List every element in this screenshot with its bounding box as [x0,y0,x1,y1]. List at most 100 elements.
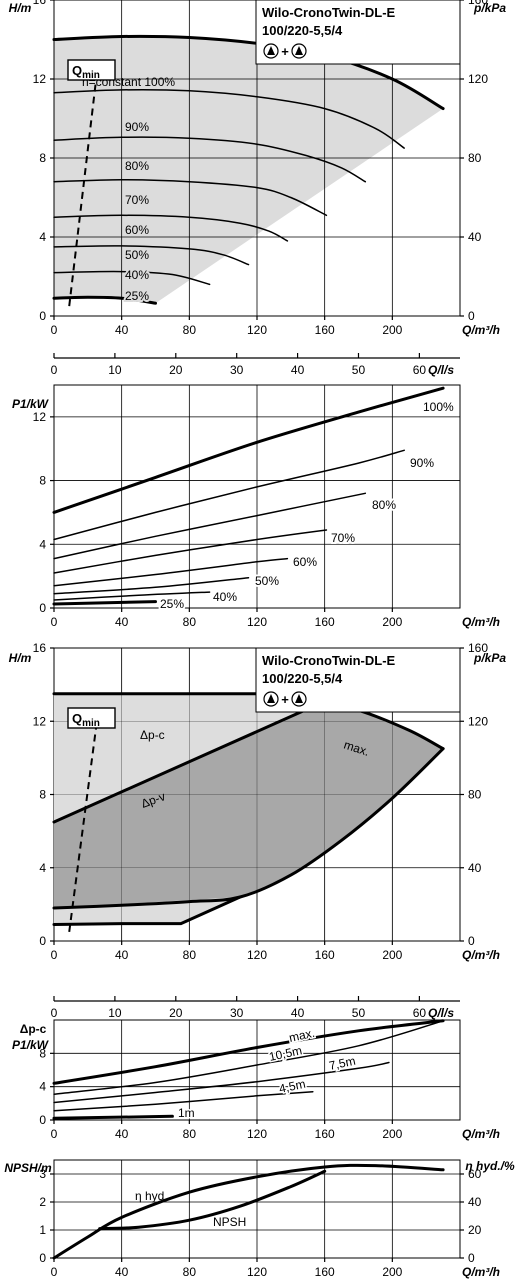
x-axis-label: Q/m³/h [462,615,500,629]
x-tick-label: 0 [51,948,58,962]
y-axis-label: P1/kW [12,1038,50,1052]
y2-tick-label: 60 [468,1167,482,1181]
qmin-box [67,59,116,81]
pump-triangle-icon [267,694,275,703]
y2-tick-label: 20 [468,1223,482,1237]
x-axis-label: Q/m³/h [462,948,500,962]
y-tick-label: 4 [39,537,46,551]
curve-90 [53,88,405,149]
x-tick-label: 80 [183,948,197,962]
power-control-label: 1m [178,1106,195,1120]
y-tick-label: 12 [33,72,47,86]
x-axis-label: Q/m³/h [462,323,500,337]
x-tick-label: 200 [382,1265,402,1279]
x-tick-label: 0 [51,615,58,629]
pump-triangle-icon [267,46,275,55]
title-box [255,647,461,713]
power-control-curve [53,1090,314,1112]
y-tick-label: 2 [39,1195,46,1209]
x-tick-label: 40 [115,1265,129,1279]
y-tick-label: 0 [39,309,46,323]
y-axis-label: H/m [9,1,32,15]
y2-tick-label: 40 [468,861,482,875]
power-control-curve [52,1019,445,1085]
flow_ls_axis: 0 10 20 30 40 50 60 Q/l/s [51,353,460,377]
curve-70 [53,178,328,217]
x-tick-label: 160 [315,948,335,962]
y2-tick-label: 160 [468,0,488,7]
power-control-curve [52,1114,174,1120]
chart-subtitle: 100/220-5,5/4 [262,23,343,38]
ls-tick-label: 30 [230,1006,244,1020]
y2-tick-label: 80 [468,151,482,165]
power_control-panel: 0 40 80 120 160 200 Q/m³/h 0 4 8 Δp-c P1/kW max.10,5… [12,1019,500,1141]
plus-sign-icon: + [281,692,289,707]
y2-axis-label: p/kPa [473,651,506,665]
curve-label: 80% [125,159,149,173]
power-curve [53,576,250,595]
curve-50 [53,245,250,266]
x-tick-label: 160 [315,615,335,629]
qmin-box [67,707,116,729]
y2-tick-label: 0 [468,1251,475,1265]
curve-label: 40% [125,268,149,282]
x-tick-label: 120 [247,615,267,629]
x-tick-label: 40 [115,323,129,337]
x-tick-label: 40 [115,948,129,962]
curve-40 [53,270,211,286]
x-tick-label: 40 [115,1127,129,1141]
ls-tick-label: 40 [291,363,305,377]
x-tick-label: 40 [115,615,129,629]
power-curve-label: 40% [213,590,237,604]
y-axis-label: H/m [9,651,32,665]
ls-axis-label: Q/l/s [428,363,454,377]
ls-tick-label: 60 [413,1006,427,1020]
y2-tick-label: 80 [468,788,482,802]
y2-tick-label: 160 [468,641,488,655]
npsh-curve [98,1169,327,1231]
x-axis-label: Q/m³/h [462,1265,500,1279]
curve-label: 50% [125,248,149,262]
y2-axis-label: p/kPa [473,1,506,15]
power-curve-label: 70% [331,531,355,545]
curve-label: 60% [125,223,149,237]
y-axis-label-top: Δp-c [20,1022,47,1036]
y2-axis-label: η hyd./% [465,1159,515,1173]
ls-tick-label: 20 [169,1006,183,1020]
ls-tick-label: 30 [230,363,244,377]
x-tick-label: 80 [183,1265,197,1279]
power-curve [53,529,328,574]
power-control-label: max. [288,1026,316,1045]
y-tick-label: 12 [33,714,47,728]
power-curve-label: 90% [410,456,434,470]
x-tick-label: 120 [247,323,267,337]
min-low-curve [52,895,242,926]
ls-tick-label: 0 [51,1006,58,1020]
qmin-line [68,77,98,307]
y-tick-label: 0 [39,1251,46,1265]
power-curve [53,449,405,541]
ls-tick-label: 20 [169,363,183,377]
power-curve [52,386,445,514]
y-tick-label: 1 [39,1223,46,1237]
x-tick-label: 200 [382,948,402,962]
title-box [255,0,461,65]
x-tick-label: 160 [315,323,335,337]
power-control-curve [53,1061,390,1104]
ls-tick-label: 40 [291,1006,305,1020]
y-tick-label: 12 [33,410,47,424]
x-tick-label: 0 [51,1265,58,1279]
ls-tick-label: 50 [352,1006,366,1020]
efficiency-label: η hyd. [135,1189,168,1203]
curve-label: 70% [125,193,149,207]
power-curve [52,600,157,606]
plus-sign-icon: + [281,44,289,59]
chart-title: Wilo-CronoTwin-DL-E [262,5,396,20]
head_speed-panel: 0 40 80 120 160 200 Q/m³/h048121604080120160H/… [9,0,506,337]
x-tick-label: 120 [247,948,267,962]
efficiency-curve [52,1163,445,1260]
y-tick-label: 4 [39,1080,46,1094]
